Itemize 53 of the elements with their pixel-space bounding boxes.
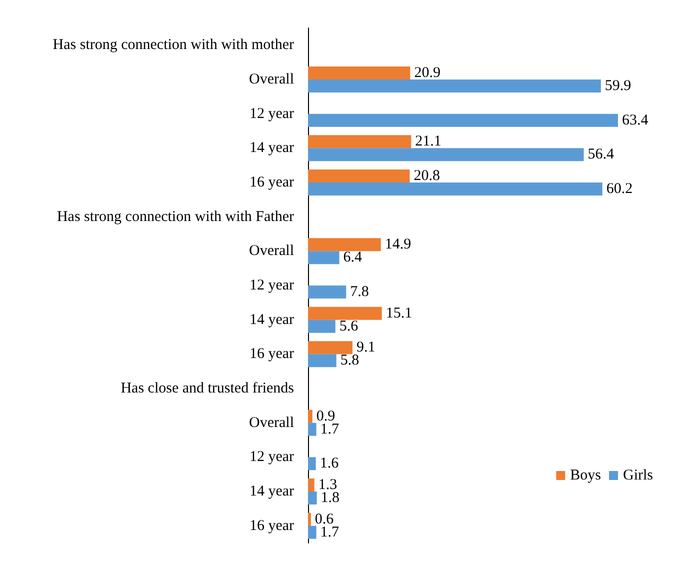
bar (308, 354, 336, 368)
y-tick-label: Overall (249, 72, 294, 88)
data-label: 7.8 (350, 284, 369, 300)
y-tick-label: 14 year (249, 312, 294, 328)
bar (308, 182, 602, 196)
bar (308, 457, 316, 470)
data-label: 59.9 (604, 78, 632, 94)
bar (308, 512, 311, 526)
y-tick-label: 12 year (249, 278, 294, 294)
bar (308, 526, 316, 539)
bar (308, 306, 382, 320)
y-tick-label: 16 year (249, 518, 294, 534)
data-label: 20.9 (414, 65, 440, 81)
bar (308, 148, 584, 162)
data-label: 5.6 (339, 318, 359, 334)
data-label: 63.4 (622, 112, 649, 128)
bar (308, 170, 410, 182)
bar (308, 286, 346, 298)
bar (308, 238, 381, 252)
bar (308, 80, 601, 92)
y-tick-label: 16 year (249, 346, 294, 362)
bar (308, 114, 618, 127)
y-tick-label: 16 year (249, 174, 294, 190)
bar (308, 66, 410, 80)
y-tick-label: Overall (249, 243, 294, 260)
data-label: 56.4 (588, 146, 615, 163)
y-tick-label: Has close and trusted friends (120, 380, 294, 396)
y-tick-label: Overall (249, 414, 294, 431)
y-tick-label: 14 year (249, 140, 294, 156)
bar (308, 341, 352, 354)
data-label: 1.6 (320, 456, 340, 472)
data-label: 1.8 (320, 490, 340, 506)
data-label: 21.1 (415, 134, 442, 150)
data-label: 15.1 (386, 305, 412, 322)
bar (308, 478, 314, 492)
data-label: 1.3 (318, 477, 338, 493)
data-label: 60.2 (606, 181, 633, 197)
data-label: 14.9 (384, 236, 412, 253)
y-tick-label: 14 year (249, 484, 294, 500)
y-tick-label: Has strong connection with with Father (56, 208, 294, 225)
data-label: 20.8 (414, 168, 440, 184)
legend-label: Girls (623, 468, 654, 484)
y-tick-label: Has strong connection with with mother (52, 37, 294, 54)
legend-label: Boys (570, 468, 602, 484)
data-label: 6.4 (343, 250, 363, 266)
bar (308, 251, 340, 264)
bar (308, 135, 412, 148)
bar (308, 492, 317, 504)
y-tick-label: 12 year (249, 449, 294, 466)
bar (308, 410, 312, 423)
y-tick-label: 12 year (249, 106, 294, 122)
bar (308, 422, 316, 436)
bar (308, 320, 336, 333)
